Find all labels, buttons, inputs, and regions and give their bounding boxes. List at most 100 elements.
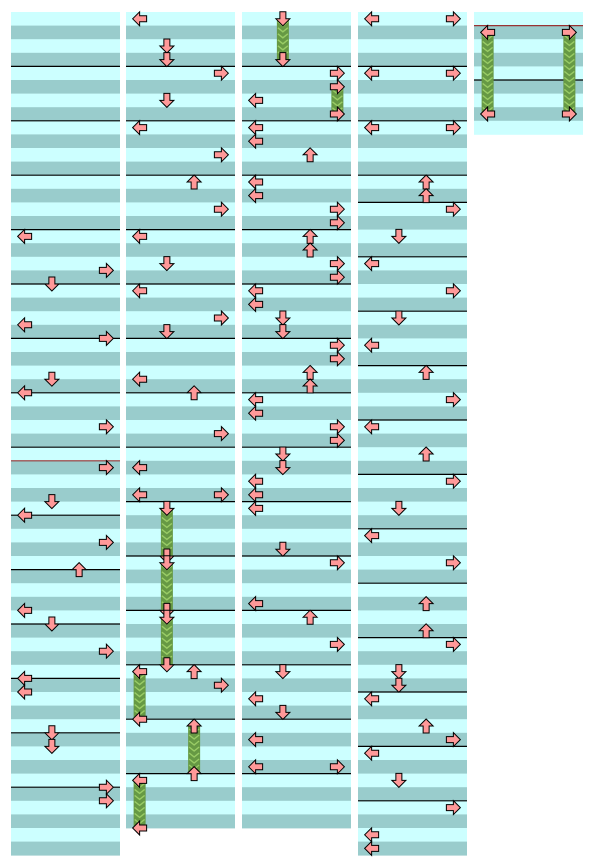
hold-chevron	[188, 740, 200, 746]
beat-row	[358, 556, 467, 570]
beat-row	[358, 542, 467, 557]
beat-row	[242, 624, 351, 638]
hold-chevron	[161, 625, 173, 632]
beat-row	[11, 352, 120, 366]
right-arrow-note	[445, 391, 462, 408]
beat-row	[358, 107, 467, 122]
hold-chevron	[563, 94, 575, 101]
beat-row	[358, 528, 467, 543]
beat-row	[126, 107, 235, 122]
beat-row	[474, 107, 583, 122]
beat-row	[242, 787, 351, 802]
beat-row	[358, 433, 467, 448]
beat-row	[126, 270, 235, 285]
up-arrow-note	[301, 242, 319, 258]
hold-chevron	[563, 46, 575, 53]
beat-row	[358, 447, 467, 462]
beat-row	[126, 488, 235, 502]
left-arrow-note	[131, 486, 148, 504]
right-arrow-note	[445, 731, 462, 748]
beat-row	[126, 311, 235, 326]
beat-row	[242, 474, 351, 489]
left-arrow-note	[363, 119, 380, 136]
left-arrow-note	[131, 663, 148, 680]
beat-row	[11, 52, 120, 67]
beat-row	[11, 542, 120, 557]
left-arrow-note	[131, 119, 148, 136]
hold-chevron	[482, 40, 494, 47]
left-arrow-note	[247, 690, 264, 708]
left-arrow-note	[131, 459, 148, 476]
left-arrow-note	[16, 384, 33, 402]
hold-body	[160, 562, 173, 611]
beat-row	[358, 365, 467, 380]
beat-row	[11, 800, 120, 815]
beat-row	[126, 175, 235, 190]
left-arrow-note	[363, 690, 380, 708]
beat-row	[126, 161, 235, 176]
left-arrow-note	[131, 370, 148, 388]
right-arrow-note	[561, 24, 578, 41]
beat-row	[358, 148, 467, 162]
beat-row	[242, 80, 351, 94]
hold-chevron	[134, 812, 146, 819]
down-arrow-note	[274, 324, 292, 340]
hold-chevron	[134, 680, 146, 686]
beat-row	[242, 107, 351, 122]
down-arrow-note	[390, 500, 408, 517]
beat-row	[126, 719, 235, 734]
beat-row	[126, 596, 235, 611]
left-arrow-note	[131, 282, 148, 300]
down-arrow-note	[390, 310, 408, 326]
right-arrow-note	[329, 758, 346, 776]
beat-row	[242, 161, 351, 176]
left-arrow-note	[247, 758, 264, 776]
beat-row	[242, 420, 351, 434]
beat-row	[11, 528, 120, 543]
beat-row	[126, 338, 235, 353]
left-arrow-note	[363, 336, 380, 354]
beat-row	[126, 692, 235, 706]
beat-row	[11, 447, 120, 462]
beat-row	[358, 420, 467, 434]
beat-row	[242, 556, 351, 570]
left-arrow-note	[363, 64, 380, 82]
beat-row	[242, 732, 351, 747]
hold-chevron	[482, 88, 494, 95]
freeze-hold	[158, 562, 176, 619]
beat-row	[242, 814, 351, 829]
beat-row	[126, 365, 235, 380]
beat-row	[358, 828, 467, 842]
hold-body	[160, 617, 173, 665]
beat-row	[474, 66, 583, 81]
hold-chevron	[563, 58, 575, 65]
beat-row	[242, 528, 351, 543]
beat-row	[11, 705, 120, 720]
hold-body	[133, 671, 146, 720]
beat-row	[11, 637, 120, 652]
beat-row	[242, 148, 351, 162]
beat-row	[126, 760, 235, 774]
beat-row	[242, 542, 351, 557]
hold-chevron	[482, 100, 494, 107]
beat-row	[358, 352, 467, 366]
beat-row	[11, 175, 120, 190]
down-arrow-note	[158, 324, 176, 340]
hold-chevron	[563, 40, 575, 47]
beat-row	[242, 134, 351, 149]
beat-row	[242, 229, 351, 244]
beat-row	[11, 460, 120, 475]
beat-row	[126, 66, 235, 81]
beat-row	[242, 25, 351, 40]
beat-row	[126, 379, 235, 394]
beat-row	[242, 52, 351, 67]
beat-row	[242, 678, 351, 693]
hold-chevron	[482, 94, 494, 101]
freeze-hold	[131, 780, 148, 837]
beat-row	[126, 80, 235, 94]
hold-chevron	[161, 534, 173, 541]
beat-row	[126, 569, 235, 584]
freeze-hold	[158, 617, 176, 673]
right-arrow-note	[213, 309, 230, 327]
up-arrow-note	[301, 378, 319, 394]
